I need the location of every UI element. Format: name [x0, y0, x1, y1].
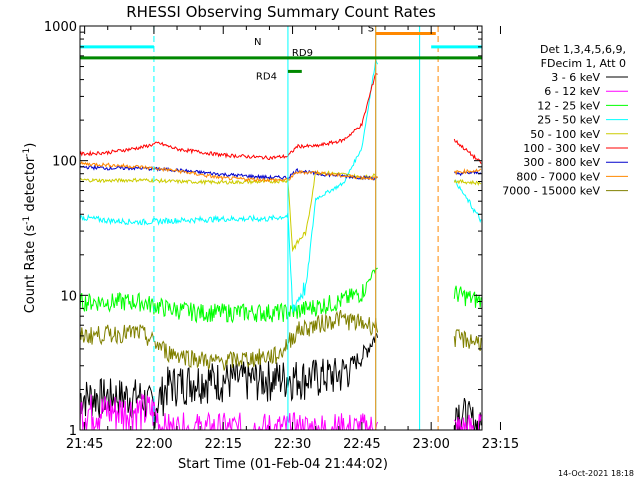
legend-entry-label: 12 - 25 keV: [537, 99, 600, 112]
series-line-9: [80, 309, 482, 371]
x-tick-label: 22:45: [343, 437, 380, 452]
legend: Det 1,3,4,5,6,9,FDecim 1, Att 03 - 6 keV…: [502, 43, 628, 198]
legend-header-line: FDecim 1, Att 0: [541, 57, 626, 70]
footer-date: 14-Oct-2021 18:18: [558, 469, 634, 478]
series-line-3: [80, 266, 482, 324]
y-axis-label: Count Rate (s-1 detector-1): [22, 143, 38, 314]
legend-entry-label: 6 - 12 keV: [544, 85, 600, 98]
series-line-4: [80, 58, 482, 313]
series-line-5: [80, 169, 482, 253]
legend-header-line: Det 1,3,4,5,6,9,: [540, 43, 626, 56]
plot-frame: [79, 25, 483, 431]
y-tick-label: 1000: [44, 20, 77, 35]
series-line-2: [80, 393, 482, 430]
flag-label-s: S: [368, 23, 374, 34]
legend-entry-label: 7000 - 15000 keV: [502, 185, 600, 198]
legend-entry-label: 3 - 6 keV: [551, 71, 600, 84]
plot-content: N RD9 RD4 S: [80, 23, 482, 430]
x-tick-label: 23:15: [482, 437, 519, 452]
y-tick-label: 1: [69, 424, 77, 439]
series-line-8: [80, 160, 482, 183]
x-tick-label: 22:15: [205, 437, 242, 452]
x-tick-label: 22:30: [274, 437, 311, 452]
plot-area: N RD9 RD4 S: [80, 23, 482, 430]
y-tick-label: 10: [60, 289, 77, 304]
x-tick-label: 22:00: [135, 437, 172, 452]
legend-entry-label: 100 - 300 keV: [523, 142, 600, 155]
flag-label-rd9: RD9: [292, 48, 313, 59]
legend-entry-label: 300 - 800 keV: [523, 156, 600, 169]
x-axis-label: Start Time (01-Feb-04 21:44:02): [178, 457, 388, 472]
y-tick-label: 100: [52, 155, 77, 170]
legend-entry-label: 800 - 7000 keV: [516, 170, 600, 183]
series-line-1: [80, 333, 482, 430]
axes: 1 10 100 1000 21:45 22:00 22:15 22:30 22:45 23:00…: [44, 20, 519, 452]
legend-entry-label: 50 - 100 keV: [530, 128, 600, 141]
chart-title: RHESSI Observing Summary Count Rates: [126, 3, 436, 21]
series-line-6: [80, 72, 482, 164]
x-tick-label: 21:45: [66, 437, 103, 452]
flag-label-rd4: RD4: [256, 71, 277, 82]
flag-label-n: N: [254, 37, 261, 48]
legend-entry-label: 25 - 50 keV: [537, 114, 600, 127]
x-tick-label: 23:00: [412, 437, 449, 452]
